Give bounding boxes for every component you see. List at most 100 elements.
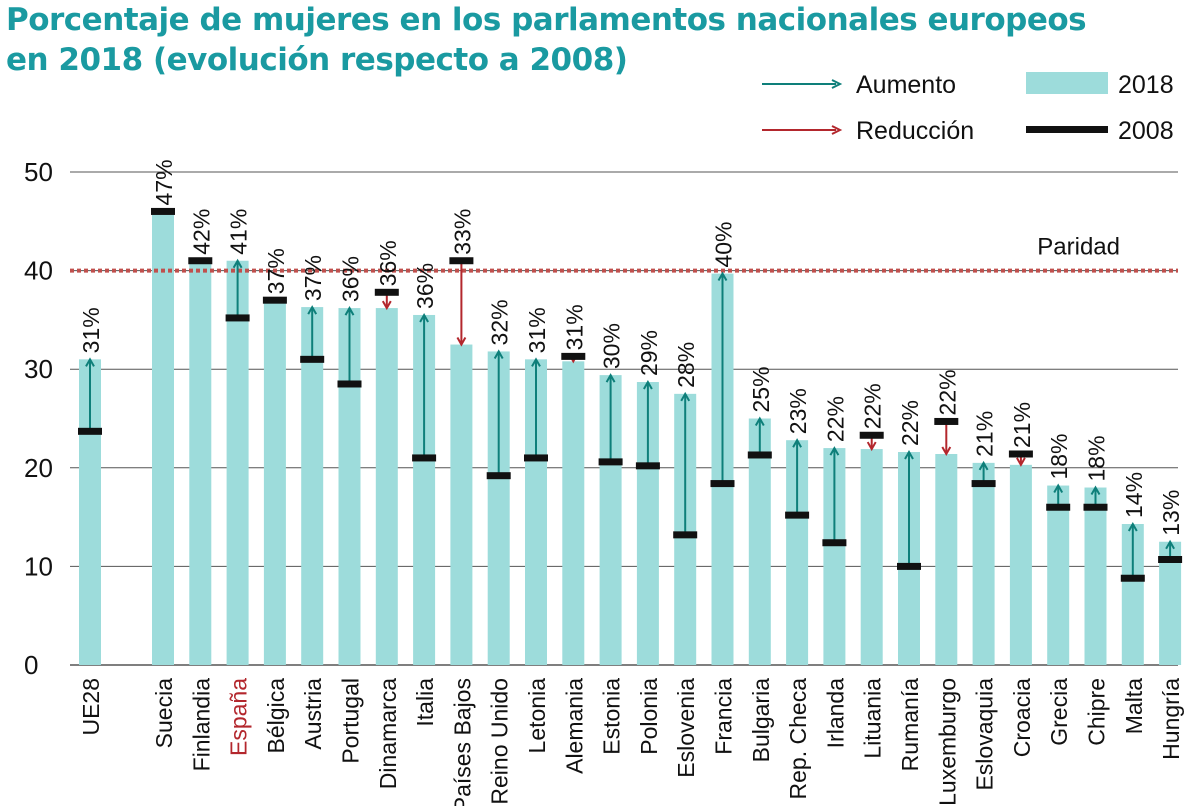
increase-arrowhead [792,438,802,448]
bar-2018 [263,300,286,665]
value-label: 36% [412,263,438,309]
increase-arrowhead [978,460,989,471]
bar-2018 [338,308,361,665]
category-label: Grecia [1046,678,1072,746]
value-label: 42% [188,209,214,255]
value-label: 28% [673,342,699,388]
marker-2008 [1158,555,1183,563]
bar-2018 [823,448,846,665]
value-label: 21% [1009,402,1035,448]
increase-arrowhead [643,380,653,390]
y-tick-label: 30 [24,354,53,384]
value-label: 18% [1046,434,1072,480]
category-label: Letonia [524,678,550,754]
category-label: UE28 [78,678,104,736]
marker-2008 [822,539,847,547]
increase-arrowhead [419,312,429,323]
legend-increase-label: Aumento [856,71,956,99]
plot-area: 0 10 20 30 40 50 Paridad 31% 47% 42% 41% 37% 37% 36% 3… [24,157,1184,806]
category-label: Portugal [338,678,364,764]
y-tick-label: 40 [24,256,53,286]
marker-2008 [785,511,810,519]
marker-2008 [188,257,213,265]
bar-2018 [1084,487,1107,665]
bar-2018 [189,260,212,665]
bar-2018 [525,359,547,665]
marker-2008 [710,480,735,488]
category-label: Hungría [1158,678,1184,760]
value-label: 13% [1158,490,1184,536]
increase-arrowhead [904,450,914,460]
bar-2018 [79,359,101,665]
marker-2008 [598,458,623,466]
chart-title-line-1: Porcentaje de mujeres en los parlamentos… [6,2,1087,38]
value-label: 40% [711,222,737,268]
increase-arrowhead [1127,521,1138,532]
category-label: Eslovaquia [972,678,998,791]
value-label: 33% [449,209,475,255]
category-label: Francia [711,678,737,755]
y-tick-label: 20 [24,453,53,483]
marker-2008 [1046,503,1071,511]
value-label: 14% [1121,472,1147,518]
legend-bar-label: 2018 [1118,71,1174,99]
category-label: Reino Unido [487,678,513,805]
increase-arrowhead [829,446,840,456]
category-label: Rep. Checa [785,678,811,800]
marker-2008 [971,480,996,488]
category-label: Luxemburgo [934,678,960,806]
bar-2018 [450,344,473,665]
value-label: 37% [300,255,326,301]
bar-2018 [972,462,995,665]
marker-2008 [897,562,921,570]
category-label: Italia [412,678,438,727]
bar-2018 [599,375,622,665]
increase-arrowhead [493,349,504,359]
category-label-highlight: España [226,678,252,756]
value-label: 41% [226,209,252,255]
parity-label: Paridad [1037,234,1120,261]
value-label: 37% [263,248,289,294]
decrease-arrowhead [941,446,952,457]
y-tick-label: 0 [24,650,38,680]
bar-2018 [301,307,324,665]
category-label: Malta [1121,678,1147,734]
marker-2008 [486,472,511,480]
value-label: 29% [636,330,662,376]
bar-2018 [748,418,771,665]
decrease-arrowhead [1016,457,1026,467]
bar-2018 [636,382,659,665]
marker-2008 [859,431,884,439]
legend-decrease-label: Reducción [856,117,974,145]
marker-2008 [449,257,474,265]
marker-2008 [337,380,362,388]
legend-marker-swatch [1026,126,1108,133]
increase-arrowhead [531,357,541,367]
bar-2018 [935,453,958,665]
increase-arrowhead [307,305,318,315]
marker-2008 [225,314,250,322]
bar-2018 [860,449,883,665]
category-label: Croacia [1009,678,1035,757]
marker-2008 [300,355,325,363]
legend-marker-label: 2008 [1118,117,1174,145]
marker-2008 [747,451,772,459]
category-label: Países Bajos [449,678,475,806]
value-label: 25% [748,366,774,412]
value-label: 23% [785,388,811,434]
category-label: Rumanía [897,678,923,772]
category-label: Estonia [599,678,625,755]
value-label: 22% [860,383,886,429]
bar-2018 [487,351,510,665]
legend-bar-swatch [1026,72,1108,94]
category-label: Lituania [860,678,886,759]
category-label: Bélgica [263,678,289,754]
value-label: 22% [934,369,960,415]
value-label: 18% [1084,435,1110,481]
decrease-arrowhead [381,300,392,311]
value-label: 47% [151,159,177,205]
bar-2018 [1009,464,1032,665]
category-label: Dinamarca [375,678,401,789]
marker-2008 [262,296,287,304]
